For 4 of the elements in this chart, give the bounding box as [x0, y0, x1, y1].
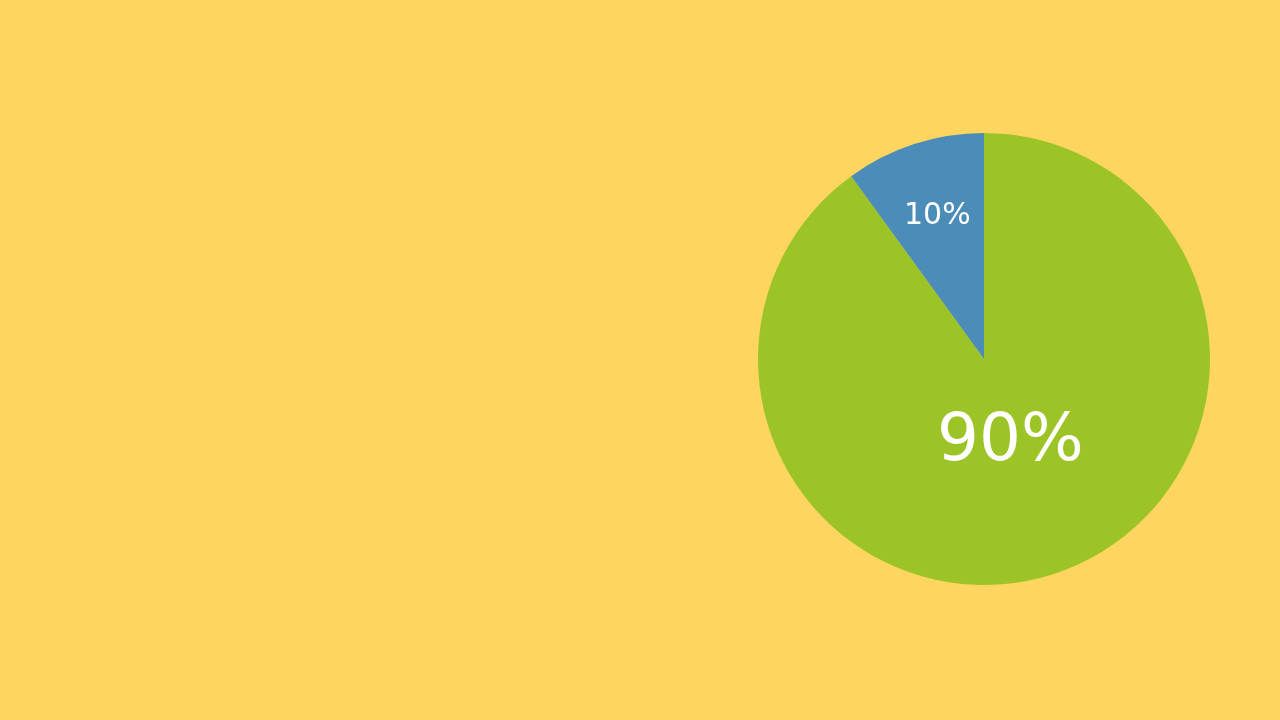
data-label: 90%: [936, 398, 1084, 476]
data-label: 10%: [903, 196, 971, 232]
pie-slice: [851, 133, 984, 359]
pie-slice: [758, 133, 1210, 585]
